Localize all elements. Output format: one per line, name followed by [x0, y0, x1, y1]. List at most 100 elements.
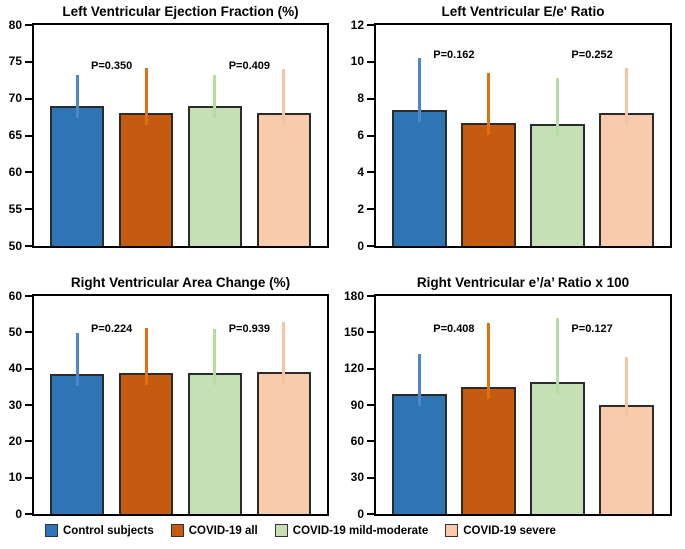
y-tick-label: 50 — [8, 238, 22, 253]
panel-rv-area-change: Right Ventricular Area Change (%) 0 10 20 3… — [0, 274, 342, 521]
y-tick-label: 8 — [357, 91, 364, 106]
y-tick-mark — [367, 24, 374, 26]
y-tick-mark — [367, 295, 374, 297]
error-bar-covid-19-mild-moderate — [213, 328, 217, 385]
y-tick-mark — [25, 367, 32, 370]
error-bar-covid-19-mild-moderate — [556, 317, 560, 394]
plot-area: P=0.408 P=0.127 — [374, 294, 672, 516]
legend-label: COVID-19 all — [188, 524, 258, 537]
y-tick-mark — [367, 208, 374, 211]
y-axis: 0 10 20 30 40 50 60 — [2, 289, 32, 521]
legend-label: COVID-19 severe — [463, 524, 556, 537]
y-tick-label: 10 — [8, 470, 22, 485]
y-tick-mark — [367, 97, 374, 100]
y-tick-label: 20 — [8, 433, 22, 448]
bar-covid-19-all — [118, 372, 174, 514]
legend-swatch-orange — [170, 524, 184, 537]
p-value-label: P=0.409 — [228, 60, 270, 73]
legend-label: Control subjects — [63, 524, 154, 537]
y-tick-mark — [25, 60, 32, 63]
chart-title: Left Ventricular E/e' Ratio — [441, 4, 605, 19]
y-tick-label: 12 — [350, 17, 364, 32]
panel-grid: Left Ventricular Ejection Fraction (%) 5… — [0, 3, 685, 521]
error-bar-control-subjects — [75, 332, 79, 387]
chart-title: Right Ventricular Area Change (%) — [70, 275, 291, 290]
error-bar-control-subjects — [417, 58, 421, 122]
p-value-label: P=0.252 — [571, 48, 613, 61]
chart-title: Right Ventricular e’/a’ Ratio x 100 — [416, 275, 630, 290]
y-tick-mark — [367, 367, 374, 370]
error-bar-covid-19-all — [486, 72, 490, 135]
error-bar-covid-19-mild-moderate — [556, 78, 560, 137]
plot-area: P=0.224 P=0.939 — [32, 294, 329, 516]
bar-covid-19-severe — [599, 113, 654, 246]
y-tick-mark — [367, 171, 374, 174]
y-tick-label: 30 — [350, 470, 364, 485]
p-value-label: P=0.350 — [90, 60, 133, 73]
y-tick-label: 0 — [357, 506, 364, 521]
y-tick-label: 90 — [350, 397, 364, 412]
y-tick-mark — [25, 513, 32, 515]
bar-control-subjects — [50, 374, 105, 514]
y-tick-label: 0 — [357, 238, 364, 253]
y-tick-mark — [25, 245, 32, 247]
y-tick-label: 4 — [357, 164, 364, 179]
y-tick-label: 2 — [357, 201, 364, 216]
y-axis: 0 2 4 6 8 10 12 — [344, 18, 374, 253]
y-tick-label: 75 — [8, 54, 22, 69]
y-tick-mark — [25, 97, 32, 100]
y-tick-mark — [367, 245, 374, 247]
y-tick-label: 180 — [343, 288, 364, 303]
y-tick-label: 30 — [8, 397, 22, 412]
y-tick-mark — [25, 134, 32, 137]
legend-swatch-green — [274, 524, 288, 537]
plot-wrap: 0 30 60 90 120 150 180 P=0.408 P=0.127 — [344, 289, 672, 521]
y-tick-mark — [367, 134, 374, 137]
y-tick-mark — [25, 24, 32, 26]
y-tick-label: 65 — [8, 128, 22, 142]
y-tick-label: 50 — [8, 324, 22, 339]
y-tick-label: 60 — [8, 288, 22, 303]
y-tick-mark — [25, 171, 32, 174]
error-bar-covid-19-all — [144, 327, 148, 385]
y-tick-mark — [367, 404, 374, 406]
y-tick-mark — [25, 404, 32, 406]
error-bar-covid-19-severe — [625, 68, 629, 126]
bar-covid-19-severe — [599, 405, 654, 514]
error-bar-covid-19-severe — [282, 322, 286, 384]
plot-wrap: 0 2 4 6 8 10 12 P=0.162 P=0.252 — [344, 18, 672, 253]
error-bar-control-subjects — [417, 354, 421, 407]
legend: Control subjects COVID-19 all COVID-19 m… — [45, 524, 685, 537]
legend-label: COVID-19 mild-moderate — [292, 524, 429, 537]
chart-title: Left Ventricular Ejection Fraction (%) — [62, 4, 299, 19]
bar-control-subjects — [50, 106, 105, 246]
p-value-label: P=0.127 — [571, 323, 613, 336]
panel-rv-ea-ratio: Right Ventricular e’/a’ Ratio x 100 0 30 6… — [342, 274, 685, 521]
p-value-label: P=0.162 — [433, 48, 475, 61]
error-bar-covid-19-all — [486, 322, 490, 399]
y-tick-mark — [25, 208, 32, 211]
bar-covid-19-mild-moderate — [530, 124, 585, 246]
bar-covid-19-severe — [256, 371, 311, 514]
y-tick-mark — [25, 440, 32, 443]
plot-area: P=0.350 P=0.409 — [32, 23, 329, 248]
bar-covid-19-mild-moderate — [530, 382, 585, 514]
plot-wrap: 0 10 20 30 40 50 60 P=0.224 P=0.939 — [2, 289, 329, 521]
y-tick-mark — [25, 476, 32, 479]
y-tick-label: 70 — [8, 91, 22, 106]
legend-swatch-blue — [45, 524, 58, 537]
y-axis: 0 30 60 90 120 150 180 — [344, 289, 374, 521]
bar-covid-19-mild-moderate — [187, 106, 243, 246]
bar-covid-19-mild-moderate — [187, 372, 243, 514]
y-tick-label: 40 — [8, 361, 22, 376]
y-axis: 50 55 60 65 70 75 80 — [2, 18, 32, 253]
panel-lv-ejection-fraction: Left Ventricular Ejection Fraction (%) 5… — [0, 3, 342, 253]
legend-item-control-subjects: Control subjects — [45, 524, 154, 537]
y-tick-label: 55 — [8, 201, 22, 216]
y-tick-mark — [367, 60, 374, 63]
legend-item-covid19-mild-moderate: COVID-19 mild-moderate — [274, 524, 429, 537]
error-bar-control-subjects — [75, 75, 79, 119]
y-tick-mark — [367, 440, 374, 443]
y-tick-mark — [25, 331, 32, 334]
y-tick-label: 80 — [8, 17, 22, 32]
